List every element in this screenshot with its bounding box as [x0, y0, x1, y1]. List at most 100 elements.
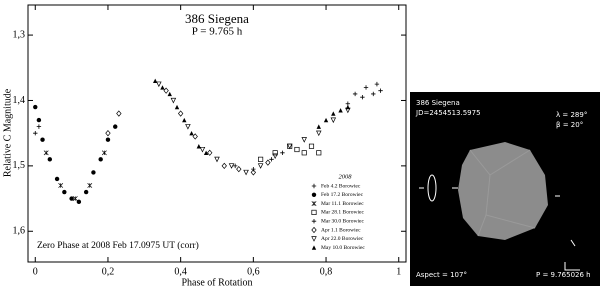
- point: [272, 150, 278, 156]
- point: [153, 78, 158, 84]
- point: [316, 124, 321, 129]
- point: [98, 157, 103, 162]
- chart-subtitle: P = 9.765 h: [192, 26, 243, 38]
- point: [243, 169, 249, 176]
- point: [352, 91, 358, 97]
- y-axis-label: Relative C Magnitude: [2, 88, 13, 177]
- point: [33, 130, 38, 136]
- point: [221, 162, 227, 170]
- model-jd: JD=2454513.5975: [415, 109, 481, 117]
- point: [36, 124, 42, 129]
- legend-marker: [311, 219, 317, 224]
- asteroid-shape: [458, 142, 548, 240]
- legend-marker: [311, 209, 317, 215]
- point: [257, 163, 264, 169]
- point: [232, 163, 238, 169]
- model-aspect: Aspect = 107°: [416, 271, 467, 279]
- point: [156, 81, 162, 88]
- point: [72, 196, 78, 202]
- point: [286, 143, 293, 150]
- point: [203, 150, 209, 155]
- point: [76, 199, 82, 205]
- y-tick-label: 1,6: [13, 226, 26, 237]
- point: [163, 87, 169, 94]
- point: [331, 111, 336, 116]
- x-tick-label: 0,2: [102, 266, 115, 277]
- legend-label: Apr 1.1 Borowiec: [321, 227, 361, 233]
- point: [54, 176, 60, 182]
- x-tick-label: 0,8: [320, 266, 333, 277]
- point: [345, 104, 351, 110]
- legend-marker: [311, 192, 317, 197]
- point: [43, 150, 49, 156]
- legend-label: Mar 28.1 Borowiec: [321, 210, 364, 216]
- chart-title: 386 Siegena: [185, 11, 249, 26]
- x-tick-label: 0,4: [174, 266, 187, 277]
- x-tick-label: 0: [33, 266, 38, 277]
- point: [258, 156, 264, 162]
- point: [214, 156, 220, 163]
- point: [47, 157, 53, 162]
- legend-marker: [311, 236, 317, 242]
- model-beta: β = 20°: [556, 121, 583, 129]
- point: [294, 146, 300, 153]
- point: [58, 183, 64, 188]
- legend-label: Apr 22.0 Borowiec: [321, 236, 364, 242]
- point: [113, 124, 118, 129]
- point: [301, 137, 307, 143]
- asteroid-facets: [469, 149, 536, 237]
- x-tick-label: 1: [396, 266, 401, 277]
- point: [236, 165, 242, 173]
- axis-dash: [570, 239, 576, 247]
- point: [301, 150, 307, 156]
- point: [40, 137, 45, 142]
- legend-label: Mar 11.1 Borowiec: [321, 201, 364, 207]
- point: [196, 144, 202, 149]
- point: [199, 146, 206, 153]
- point: [105, 130, 111, 137]
- model-lambda: λ = 289°: [556, 111, 587, 119]
- model-period: P = 9.765026 h: [536, 271, 591, 279]
- point: [36, 117, 42, 123]
- y-tick-label: 1,4: [13, 95, 26, 106]
- point: [374, 81, 380, 87]
- point: [308, 143, 315, 149]
- axis-corner: [564, 262, 580, 271]
- point: [105, 137, 111, 142]
- legend-marker: [311, 245, 317, 250]
- point: [371, 91, 376, 97]
- model-name: 386 Siegena: [416, 99, 460, 107]
- point: [33, 104, 38, 110]
- point: [360, 95, 365, 100]
- annotation: Zero Phase at 2008 Feb 17.0975 UT (corr): [37, 240, 199, 251]
- point: [228, 163, 235, 169]
- model-panel: 386 Siegena JD=2454513.5975 λ = 289° β =…: [410, 92, 600, 286]
- legend-label: Feb 4.2 Borowiec: [321, 183, 361, 189]
- point: [167, 91, 172, 97]
- point: [116, 110, 122, 117]
- point: [338, 108, 343, 113]
- point: [280, 150, 285, 155]
- point: [83, 189, 89, 195]
- point: [91, 170, 96, 175]
- point: [87, 183, 93, 188]
- point: [378, 88, 383, 93]
- point: [363, 85, 369, 90]
- point: [101, 150, 107, 156]
- point: [330, 117, 337, 124]
- y-tick-label: 1,3: [13, 29, 26, 40]
- legend-label: May 10.0 Borowiec: [321, 245, 365, 251]
- legend-label: Mar 30.0 Borowiec: [321, 218, 364, 224]
- y-tick-label: 1,5: [13, 160, 26, 171]
- point: [272, 153, 278, 160]
- x-tick-label: 0,6: [247, 266, 260, 277]
- point: [185, 124, 191, 130]
- x-axis-label: Phase of Rotation: [181, 277, 252, 288]
- plot-frame: [27, 4, 407, 263]
- point: [69, 196, 74, 201]
- point: [182, 117, 187, 123]
- legend-marker: [311, 183, 317, 189]
- point: [160, 85, 165, 90]
- point: [189, 130, 194, 136]
